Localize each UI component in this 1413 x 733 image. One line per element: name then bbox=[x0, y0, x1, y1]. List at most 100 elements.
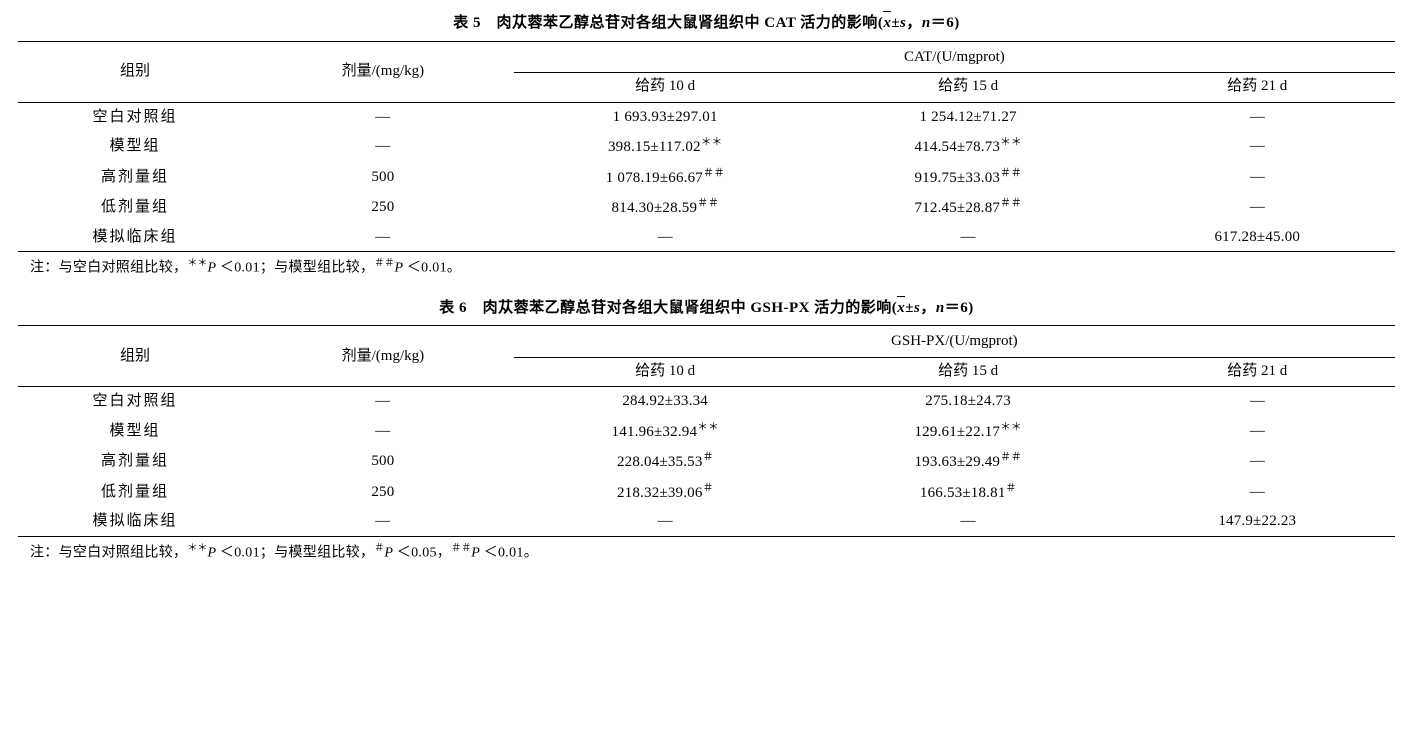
footnote-sym-b: ＃ bbox=[374, 543, 384, 554]
cell-d10: — bbox=[514, 223, 817, 252]
cell-group: 低剂量组 bbox=[18, 192, 252, 223]
data-table: 组别剂量/(mg/kg)GSH-PX/(U/mgprot)给药 10 d给药 1… bbox=[18, 325, 1395, 537]
table-row: 低剂量组250218.32±39.06＃166.53±18.81＃— bbox=[18, 477, 1395, 508]
p-value: P ＜0.01 bbox=[394, 261, 446, 276]
col-header-group: 组别 bbox=[18, 326, 252, 387]
cell-d10: 398.15±117.02＊＊ bbox=[514, 131, 817, 162]
cell-d10: 1 078.19±66.67＃＃ bbox=[514, 162, 817, 193]
significance-mark: ＊＊ bbox=[701, 136, 723, 148]
cell-d15: 712.45±28.87＃＃ bbox=[817, 192, 1120, 223]
cell-d21: — bbox=[1120, 162, 1395, 193]
caption-stat: (x±s，n＝6) bbox=[892, 300, 974, 316]
significance-mark: ＃＃ bbox=[703, 167, 725, 179]
cell-value: 250 bbox=[371, 199, 394, 215]
dash-icon: — bbox=[1250, 390, 1265, 413]
dash-icon: — bbox=[375, 420, 390, 443]
cell-group: 模型组 bbox=[18, 416, 252, 447]
cell-value: 1 254.12±71.27 bbox=[919, 109, 1016, 125]
caption-main: 肉苁蓉苯乙醇总苷对各组大鼠肾组织中 GSH-PX 活力的影响 bbox=[483, 300, 892, 316]
dash-icon: — bbox=[658, 226, 673, 249]
cell-d21: — bbox=[1120, 416, 1395, 447]
dash-icon: — bbox=[375, 226, 390, 249]
footnote-pre: 注：与空白对照组比较， bbox=[30, 261, 187, 276]
cell-dose: 250 bbox=[252, 192, 514, 223]
cell-d15: 275.18±24.73 bbox=[817, 387, 1120, 416]
footnote-sep-c: ， bbox=[437, 545, 451, 560]
p-value: P ＜0.05 bbox=[384, 545, 436, 560]
cell-d21: 617.28±45.00 bbox=[1120, 223, 1395, 252]
col-header-d15: 给药 15 d bbox=[817, 357, 1120, 387]
cell-d15: 414.54±78.73＊＊ bbox=[817, 131, 1120, 162]
significance-mark: ＃ bbox=[703, 451, 714, 463]
caption-prefix: 表 5 bbox=[453, 15, 481, 31]
cell-d15: 1 254.12±71.27 bbox=[817, 102, 1120, 131]
cell-dose: — bbox=[252, 102, 514, 131]
dash-icon: — bbox=[961, 510, 976, 533]
footnote-sym-a: ＊＊ bbox=[187, 543, 207, 554]
cell-group: 高剂量组 bbox=[18, 446, 252, 477]
cell-dose: 250 bbox=[252, 477, 514, 508]
significance-mark: ＃ bbox=[1006, 482, 1017, 494]
col-header-d10: 给药 10 d bbox=[514, 357, 817, 387]
cell-value: 500 bbox=[371, 453, 394, 469]
footnote-suf: 。 bbox=[524, 545, 538, 560]
footnote-mid: ；与模型组比较， bbox=[260, 545, 374, 560]
cell-value: 617.28±45.00 bbox=[1214, 229, 1300, 245]
data-table: 组别剂量/(mg/kg)CAT/(U/mgprot)给药 10 d给药 15 d… bbox=[18, 41, 1395, 253]
cell-d15: — bbox=[817, 507, 1120, 536]
cell-d15: 166.53±18.81＃ bbox=[817, 477, 1120, 508]
caption-main: 肉苁蓉苯乙醇总苷对各组大鼠肾组织中 CAT 活力的影响 bbox=[497, 15, 878, 31]
cell-d21: — bbox=[1120, 387, 1395, 416]
cell-d15: — bbox=[817, 223, 1120, 252]
cell-d21: 147.9±22.23 bbox=[1120, 507, 1395, 536]
col-header-dose: 剂量/(mg/kg) bbox=[252, 41, 514, 102]
dash-icon: — bbox=[1250, 420, 1265, 443]
cell-dose: — bbox=[252, 507, 514, 536]
table-row: 模型组—398.15±117.02＊＊414.54±78.73＊＊— bbox=[18, 131, 1395, 162]
table-block: 表 5 肉苁蓉苯乙醇总苷对各组大鼠肾组织中 CAT 活力的影响(x±s，n＝6)… bbox=[18, 12, 1395, 279]
footnote-suf: 。 bbox=[447, 261, 461, 276]
cell-dose: 500 bbox=[252, 446, 514, 477]
cell-d10: 284.92±33.34 bbox=[514, 387, 817, 416]
cell-dose: 500 bbox=[252, 162, 514, 193]
dash-icon: — bbox=[1250, 196, 1265, 219]
p-value: P ＜0.01 bbox=[471, 545, 523, 560]
cell-d10: 228.04±35.53＃ bbox=[514, 446, 817, 477]
caption-stat: (x±s，n＝6) bbox=[878, 15, 960, 31]
significance-mark: ＃＃ bbox=[1000, 197, 1022, 209]
cell-group: 高剂量组 bbox=[18, 162, 252, 193]
cell-value: 228.04±35.53 bbox=[617, 454, 703, 470]
table-row: 模拟临床组———617.28±45.00 bbox=[18, 223, 1395, 252]
cell-value: 919.75±33.03 bbox=[914, 170, 1000, 186]
table-row: 高剂量组5001 078.19±66.67＃＃ 919.75±33.03 ＃＃ — bbox=[18, 162, 1395, 193]
dash-icon: — bbox=[375, 510, 390, 533]
cell-value: 193.63±29.49 bbox=[914, 454, 1000, 470]
col-header-measure: CAT/(U/mgprot) bbox=[514, 41, 1395, 73]
cell-group: 模拟临床组 bbox=[18, 507, 252, 536]
cell-group: 模型组 bbox=[18, 131, 252, 162]
cell-dose: — bbox=[252, 387, 514, 416]
table-caption: 表 6 肉苁蓉苯乙醇总苷对各组大鼠肾组织中 GSH-PX 活力的影响(x±s，n… bbox=[18, 297, 1395, 320]
dash-icon: — bbox=[658, 510, 673, 533]
cell-d15: 193.63±29.49＃＃ bbox=[817, 446, 1120, 477]
dash-icon: — bbox=[961, 226, 976, 249]
col-header-measure: GSH-PX/(U/mgprot) bbox=[514, 326, 1395, 358]
table-row: 空白对照组—1 693.93±297.011 254.12±71.27— bbox=[18, 102, 1395, 131]
dash-icon: — bbox=[1250, 166, 1265, 189]
cell-dose: — bbox=[252, 416, 514, 447]
cell-d21: — bbox=[1120, 477, 1395, 508]
cell-d10: 141.96±32.94＊＊ bbox=[514, 416, 817, 447]
cell-value: 141.96±32.94 bbox=[612, 424, 698, 440]
footnote-sym-b: ＃＃ bbox=[374, 258, 394, 269]
cell-value: 1 693.93±297.01 bbox=[613, 109, 718, 125]
cell-group: 低剂量组 bbox=[18, 477, 252, 508]
cell-value: 250 bbox=[371, 484, 394, 500]
footnote-sym-a: ＊＊ bbox=[187, 258, 207, 269]
cell-d21: — bbox=[1120, 192, 1395, 223]
col-header-d21: 给药 21 d bbox=[1120, 73, 1395, 103]
dash-icon: — bbox=[375, 390, 390, 413]
cell-value: 398.15±117.02 bbox=[608, 139, 701, 155]
dash-icon: — bbox=[1250, 135, 1265, 158]
dash-icon: — bbox=[375, 135, 390, 158]
p-value: P ＜0.01 bbox=[207, 261, 259, 276]
